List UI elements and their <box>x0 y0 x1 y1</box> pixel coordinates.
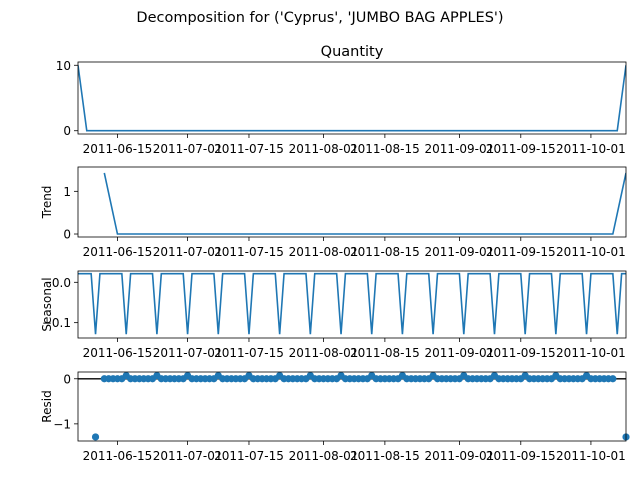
x-tick-label: 2011-06-15 <box>83 142 153 156</box>
y-axis-label: Resid <box>40 390 54 422</box>
y-tick-label: 1 <box>63 185 71 199</box>
y-tick-label: 10 <box>56 59 71 73</box>
x-tick-label: 2011-09-15 <box>486 449 556 463</box>
x-tick-label: 2011-08-01 <box>289 449 359 463</box>
axes-frame <box>77 166 627 238</box>
x-tick-label: 2011-09-01 <box>425 142 495 156</box>
x-tick-label: 2011-09-15 <box>486 142 556 156</box>
series-line <box>78 65 626 132</box>
x-tick-label: 2011-06-15 <box>83 449 153 463</box>
y-tick-label: 0 <box>63 228 71 242</box>
x-tick-label: 2011-09-15 <box>486 346 556 360</box>
x-tick-label: 2011-09-01 <box>425 245 495 259</box>
x-tick-label: 2011-08-01 <box>289 245 359 259</box>
x-tick-label: 2011-08-15 <box>350 245 420 259</box>
y-tick-label: −0.1 <box>42 316 71 330</box>
x-tick-label: 2011-06-15 <box>83 346 153 360</box>
x-tick-label: 2011-08-15 <box>350 142 420 156</box>
x-tick-label: 2011-07-01 <box>153 346 223 360</box>
x-tick-label: 2011-08-01 <box>289 346 359 360</box>
x-tick-label: 2011-07-15 <box>214 142 284 156</box>
x-tick-label: 2011-07-01 <box>153 142 223 156</box>
panel-title: Quantity <box>321 44 384 60</box>
x-tick-label: 2011-07-01 <box>153 245 223 259</box>
series-line <box>103 172 626 235</box>
x-tick-label: 2011-07-01 <box>153 449 223 463</box>
x-tick-label: 2011-10-01 <box>556 142 626 156</box>
x-tick-label: 2011-07-15 <box>214 346 284 360</box>
x-tick-label: 2011-09-15 <box>486 245 556 259</box>
resid-outlier-point <box>91 433 100 441</box>
resid-point <box>609 375 617 383</box>
y-tick-label: 0 <box>63 124 71 138</box>
y-tick-label: 0.0 <box>52 276 71 290</box>
y-axis-label: Trend <box>40 186 54 220</box>
y-tick-label: −1 <box>53 417 71 431</box>
figure-suptitle: Decomposition for ('Cyprus', 'JUMBO BAG … <box>136 10 503 26</box>
x-tick-label: 2011-10-01 <box>556 449 626 463</box>
x-tick-label: 2011-07-15 <box>214 245 284 259</box>
axes-frame <box>77 371 627 442</box>
x-tick-label: 2011-08-15 <box>350 449 420 463</box>
y-tick-label: 0 <box>63 372 71 386</box>
x-tick-label: 2011-07-15 <box>214 449 284 463</box>
y-axis-label: Seasonal <box>40 277 54 331</box>
x-tick-label: 2011-09-01 <box>425 449 495 463</box>
x-tick-label: 2011-06-15 <box>83 245 153 259</box>
x-tick-label: 2011-09-01 <box>425 346 495 360</box>
x-tick-label: 2011-10-01 <box>556 346 626 360</box>
x-tick-label: 2011-08-01 <box>289 142 359 156</box>
seasonal-line <box>78 272 626 335</box>
x-tick-label: 2011-08-15 <box>350 346 420 360</box>
axes-frame <box>77 270 627 339</box>
axes-frame <box>77 61 627 135</box>
x-tick-label: 2011-10-01 <box>556 245 626 259</box>
